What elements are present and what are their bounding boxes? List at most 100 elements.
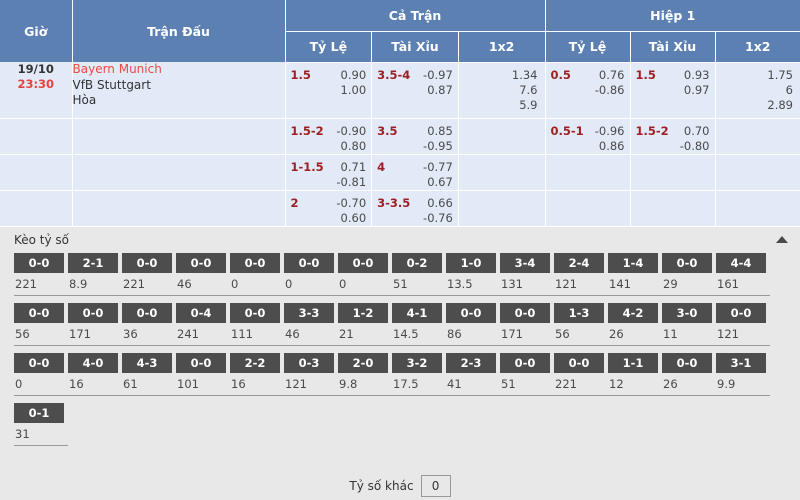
odds-cell-full-handicap[interactable]: 2 -0.70 0.60 bbox=[285, 190, 373, 227]
score-chip[interactable]: 4-4 bbox=[716, 252, 766, 273]
score-chip[interactable]: 0-0 bbox=[14, 302, 64, 323]
home-team-name[interactable]: Bayern Munich bbox=[72, 62, 162, 76]
correct-score-cell[interactable]: 4-0 16 bbox=[68, 352, 122, 396]
correct-score-cell[interactable]: 0-0 86 bbox=[446, 302, 500, 346]
score-chip[interactable]: 3-0 bbox=[662, 302, 712, 323]
score-chip[interactable]: 1-3 bbox=[554, 302, 604, 323]
score-chip[interactable]: 0-0 bbox=[500, 302, 550, 323]
away-team-name[interactable]: VfB Stuttgart bbox=[72, 77, 151, 92]
correct-score-cell[interactable]: 3-4 131 bbox=[500, 252, 554, 296]
correct-score-cell[interactable]: 0-0 121 bbox=[716, 302, 770, 346]
odds-cell-full-overunder[interactable]: 3-3.5 0.66 -0.76 bbox=[371, 190, 459, 227]
score-chip[interactable]: 0-0 bbox=[122, 252, 172, 273]
odds-cell-full-overunder[interactable]: 3.5-4 -0.97 0.87 bbox=[371, 62, 459, 119]
score-chip[interactable]: 1-1 bbox=[608, 352, 658, 373]
correct-score-cell[interactable]: 4-3 61 bbox=[122, 352, 176, 396]
correct-score-cell[interactable]: 2-2 16 bbox=[230, 352, 284, 396]
score-chip[interactable]: 0-0 bbox=[176, 352, 226, 373]
score-chip[interactable]: 3-2 bbox=[392, 352, 442, 373]
score-chip[interactable]: 4-1 bbox=[392, 302, 442, 323]
odds-cell-half-overunder[interactable]: 1.5-2 0.70 -0.80 bbox=[630, 118, 716, 155]
score-chip[interactable]: 0-0 bbox=[284, 252, 334, 273]
correct-score-cell[interactable]: 0-0 221 bbox=[122, 252, 176, 296]
odds-cell-half-handicap[interactable]: 0.5 0.76 -0.86 bbox=[545, 62, 631, 119]
score-chip[interactable]: 0-4 bbox=[176, 302, 226, 323]
score-chip[interactable]: 0-0 bbox=[662, 252, 712, 273]
odds-cell-full-1x2[interactable]: 1.34 7.6 5.9 bbox=[458, 62, 546, 119]
odds-cell-full-handicap[interactable]: 1.5-2 -0.90 0.80 bbox=[285, 118, 373, 155]
score-chip[interactable]: 0-0 bbox=[716, 302, 766, 323]
score-chip[interactable]: 0-0 bbox=[662, 352, 712, 373]
score-chip[interactable]: 0-0 bbox=[68, 302, 118, 323]
correct-score-cell[interactable]: 0-0 171 bbox=[500, 302, 554, 346]
odds-cell-full-overunder[interactable]: 3.5 0.85 -0.95 bbox=[371, 118, 459, 155]
correct-score-cell[interactable]: 3-2 17.5 bbox=[392, 352, 446, 396]
correct-score-cell[interactable]: 0-0 0 bbox=[338, 252, 392, 296]
score-chip[interactable]: 2-4 bbox=[554, 252, 604, 273]
correct-score-cell[interactable]: 0-0 29 bbox=[662, 252, 716, 296]
correct-score-cell[interactable]: 0-0 51 bbox=[500, 352, 554, 396]
correct-score-cell[interactable]: 1-2 21 bbox=[338, 302, 392, 346]
score-chip[interactable]: 0-0 bbox=[122, 302, 172, 323]
correct-score-cell[interactable]: 3-0 11 bbox=[662, 302, 716, 346]
correct-score-cell[interactable]: 0-0 0 bbox=[14, 352, 68, 396]
score-chip[interactable]: 0-0 bbox=[554, 352, 604, 373]
odds-cell-full-handicap[interactable]: 1.5 0.90 1.00 bbox=[285, 62, 373, 119]
score-chip[interactable]: 0-3 bbox=[284, 352, 334, 373]
correct-score-cell[interactable]: 3-1 9.9 bbox=[716, 352, 770, 396]
score-chip[interactable]: 1-2 bbox=[338, 302, 388, 323]
score-chip[interactable]: 3-3 bbox=[284, 302, 334, 323]
odds-cell-half-overunder[interactable]: 1.5 0.93 0.97 bbox=[630, 62, 716, 119]
correct-score-cell[interactable]: 4-1 14.5 bbox=[392, 302, 446, 346]
correct-score-cell[interactable]: 0-0 26 bbox=[662, 352, 716, 396]
score-chip[interactable]: 3-4 bbox=[500, 252, 550, 273]
score-chip[interactable]: 0-0 bbox=[176, 252, 226, 273]
odds-cell-half-handicap[interactable]: 0.5-1 -0.96 0.86 bbox=[545, 118, 631, 155]
correct-score-cell[interactable]: 0-0 111 bbox=[230, 302, 284, 346]
correct-score-cell[interactable]: 0-1 31 bbox=[14, 402, 68, 446]
correct-score-cell[interactable]: 0-0 46 bbox=[176, 252, 230, 296]
correct-score-cell[interactable]: 1-4 141 bbox=[608, 252, 662, 296]
correct-score-cell[interactable]: 0-4 241 bbox=[176, 302, 230, 346]
correct-score-cell[interactable]: 1-0 13.5 bbox=[446, 252, 500, 296]
score-chip[interactable]: 4-0 bbox=[68, 352, 118, 373]
score-chip[interactable]: 2-0 bbox=[338, 352, 388, 373]
correct-score-cell[interactable]: 0-0 0 bbox=[230, 252, 284, 296]
score-chip[interactable]: 0-0 bbox=[14, 352, 64, 373]
correct-score-cell[interactable]: 2-4 121 bbox=[554, 252, 608, 296]
score-chip[interactable]: 0-0 bbox=[230, 252, 280, 273]
score-chip[interactable]: 0-2 bbox=[392, 252, 442, 273]
score-chip[interactable]: 0-0 bbox=[446, 302, 496, 323]
score-chip[interactable]: 0-0 bbox=[500, 352, 550, 373]
score-chip[interactable]: 2-1 bbox=[68, 252, 118, 273]
score-chip[interactable]: 0-0 bbox=[338, 252, 388, 273]
odds-cell-half-1x2[interactable]: 1.75 6 2.89 bbox=[715, 62, 800, 119]
odds-cell-full-handicap[interactable]: 1-1.5 0.71 -0.81 bbox=[285, 154, 373, 191]
correct-score-cell[interactable]: 0-0 0 bbox=[284, 252, 338, 296]
correct-score-cell[interactable]: 3-3 46 bbox=[284, 302, 338, 346]
correct-score-cell[interactable]: 0-0 221 bbox=[554, 352, 608, 396]
correct-score-cell[interactable]: 1-1 12 bbox=[608, 352, 662, 396]
score-chip[interactable]: 4-3 bbox=[122, 352, 172, 373]
odds-cell-full-overunder[interactable]: 4 -0.77 0.67 bbox=[371, 154, 459, 191]
score-chip[interactable]: 4-2 bbox=[608, 302, 658, 323]
correct-score-cell[interactable]: 0-3 121 bbox=[284, 352, 338, 396]
score-chip[interactable]: 2-3 bbox=[446, 352, 496, 373]
correct-score-cell[interactable]: 2-1 8.9 bbox=[68, 252, 122, 296]
score-chip[interactable]: 1-0 bbox=[446, 252, 496, 273]
correct-score-cell[interactable]: 0-2 51 bbox=[392, 252, 446, 296]
correct-score-cell[interactable]: 0-0 221 bbox=[14, 252, 68, 296]
correct-score-cell[interactable]: 2-0 9.8 bbox=[338, 352, 392, 396]
correct-score-cell[interactable]: 4-2 26 bbox=[608, 302, 662, 346]
correct-score-cell[interactable]: 2-3 41 bbox=[446, 352, 500, 396]
other-score-value[interactable]: 0 bbox=[420, 474, 451, 497]
chevron-up-icon[interactable] bbox=[776, 236, 788, 243]
correct-score-cell[interactable]: 0-0 56 bbox=[14, 302, 68, 346]
correct-score-cell[interactable]: 1-3 56 bbox=[554, 302, 608, 346]
score-chip[interactable]: 0-1 bbox=[14, 402, 64, 423]
score-chip[interactable]: 0-0 bbox=[14, 252, 64, 273]
score-chip[interactable]: 0-0 bbox=[230, 302, 280, 323]
score-chip[interactable]: 3-1 bbox=[716, 352, 766, 373]
score-chip[interactable]: 2-2 bbox=[230, 352, 280, 373]
score-chip[interactable]: 1-4 bbox=[608, 252, 658, 273]
